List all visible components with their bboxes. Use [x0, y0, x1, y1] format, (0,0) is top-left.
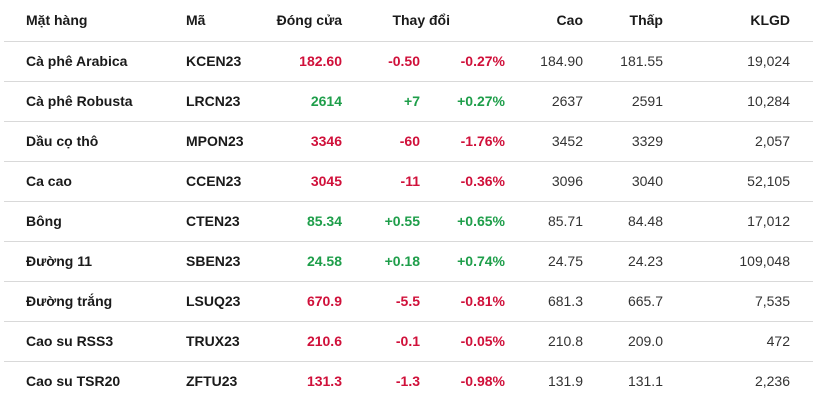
commodity-code: KCEN23	[186, 53, 242, 69]
table-row[interactable]: Ca cao CCEN23 3045 -11 -0.36% 3096 3040 52,105	[4, 161, 813, 200]
commodity-name: Đường trắng	[26, 293, 113, 309]
change-percent: -0.36%	[460, 173, 505, 189]
change-value: -0.1	[395, 333, 420, 349]
volume: 19,024	[747, 53, 790, 69]
change-value: -5.5	[395, 293, 420, 309]
table-row[interactable]: Cao su RSS3 TRUX23 210.6 -0.1 -0.05% 210.8 209…	[4, 321, 813, 360]
commodity-name: Dầu cọ thô	[26, 133, 99, 149]
header-high[interactable]: Cao	[556, 12, 583, 28]
header-low[interactable]: Thấp	[629, 12, 663, 28]
change-percent: -1.76%	[460, 133, 505, 149]
table-row[interactable]: Dầu cọ thô MPON23 3346 -60 -1.76% 3452 3329 2,0…	[4, 121, 813, 160]
volume: 472	[766, 333, 790, 349]
low-price: 3040	[631, 173, 663, 189]
change-value: -1.3	[395, 373, 420, 389]
commodity-name: Bông	[26, 213, 62, 229]
close-price: 670.9	[306, 293, 342, 309]
low-price: 131.1	[627, 373, 663, 389]
header-close[interactable]: Đóng cửa	[276, 12, 342, 28]
high-price: 2637	[551, 93, 583, 109]
table-row[interactable]: Đường 11 SBEN23 24.58 +0.18 +0.74% 24.75 24.23…	[4, 241, 813, 280]
close-price: 131.3	[306, 373, 342, 389]
high-price: 131.9	[547, 373, 583, 389]
high-price: 24.75	[547, 253, 583, 269]
table-row[interactable]: Đường trắng LSUQ23 670.9 -5.5 -0.81% 681.3 665…	[4, 281, 813, 320]
commodity-code: TRUX23	[186, 333, 240, 349]
volume: 2,057	[754, 133, 790, 149]
change-value: -11	[400, 173, 420, 189]
change-percent: -0.05%	[460, 333, 505, 349]
commodity-name: Đường 11	[26, 253, 92, 269]
commodity-code: CTEN23	[186, 213, 240, 229]
commodity-name: Cà phê Robusta	[26, 93, 133, 109]
commodity-code: CCEN23	[186, 173, 242, 189]
close-price: 85.34	[306, 213, 342, 229]
commodity-name: Cao su TSR20	[26, 373, 121, 389]
low-price: 181.55	[620, 53, 663, 69]
volume: 52,105	[747, 173, 790, 189]
commodity-name: Cà phê Arabica	[26, 53, 128, 69]
table-row[interactable]: Cà phê Arabica KCEN23 182.60 -0.50 -0.27% 184…	[4, 41, 813, 80]
low-price: 3329	[631, 133, 663, 149]
volume: 10,284	[747, 93, 790, 109]
low-price: 665.7	[627, 293, 663, 309]
high-price: 3096	[551, 173, 583, 189]
change-value: +7	[404, 93, 420, 109]
commodity-code: SBEN23	[186, 253, 241, 269]
change-value: -0.50	[388, 53, 420, 69]
high-price: 184.90	[540, 53, 583, 69]
change-value: +0.18	[384, 253, 420, 269]
commodity-name: Ca cao	[26, 173, 72, 189]
commodity-code: LRCN23	[186, 93, 241, 109]
change-percent: -0.98%	[460, 373, 505, 389]
low-price: 84.48	[627, 213, 663, 229]
table-row[interactable]: Bông CTEN23 85.34 +0.55 +0.65% 85.71 84.48 17,0…	[4, 201, 813, 240]
change-percent: +0.27%	[457, 93, 505, 109]
change-percent: +0.65%	[457, 213, 505, 229]
change-value: -60	[399, 133, 420, 149]
close-price: 182.60	[299, 53, 342, 69]
header-commodity[interactable]: Mặt hàng	[26, 12, 88, 28]
table-row[interactable]: Cà phê Robusta LRCN23 2614 +7 +0.27% 2637 2591…	[4, 81, 813, 120]
close-price: 3045	[310, 173, 342, 189]
commodity-code: MPON23	[186, 133, 244, 149]
volume: 17,012	[747, 213, 790, 229]
high-price: 3452	[551, 133, 583, 149]
volume: 109,048	[739, 253, 790, 269]
low-price: 24.23	[627, 253, 663, 269]
low-price: 209.0	[627, 333, 663, 349]
volume: 7,535	[754, 293, 790, 309]
close-price: 2614	[310, 93, 342, 109]
commodity-code: ZFTU23	[186, 373, 238, 389]
table-header: Mặt hàng Mã Đóng cửa Thay đổi Cao Thấp K…	[0, 0, 823, 40]
table-row[interactable]: Cao su TSR20 ZFTU23 131.3 -1.3 -0.98% 131.9 13…	[4, 361, 813, 400]
header-code[interactable]: Mã	[186, 12, 206, 28]
change-percent: -0.27%	[460, 53, 505, 69]
header-change[interactable]: Thay đổi	[392, 12, 450, 28]
close-price: 3346	[310, 133, 342, 149]
commodity-code: LSUQ23	[186, 293, 241, 309]
change-percent: +0.74%	[457, 253, 505, 269]
change-value: +0.55	[384, 213, 420, 229]
high-price: 210.8	[547, 333, 583, 349]
close-price: 210.6	[306, 333, 342, 349]
header-volume[interactable]: KLGD	[750, 12, 790, 28]
volume: 2,236	[754, 373, 790, 389]
close-price: 24.58	[306, 253, 342, 269]
change-percent: -0.81%	[460, 293, 505, 309]
low-price: 2591	[631, 93, 663, 109]
high-price: 681.3	[547, 293, 583, 309]
high-price: 85.71	[547, 213, 583, 229]
commodity-name: Cao su RSS3	[26, 333, 114, 349]
